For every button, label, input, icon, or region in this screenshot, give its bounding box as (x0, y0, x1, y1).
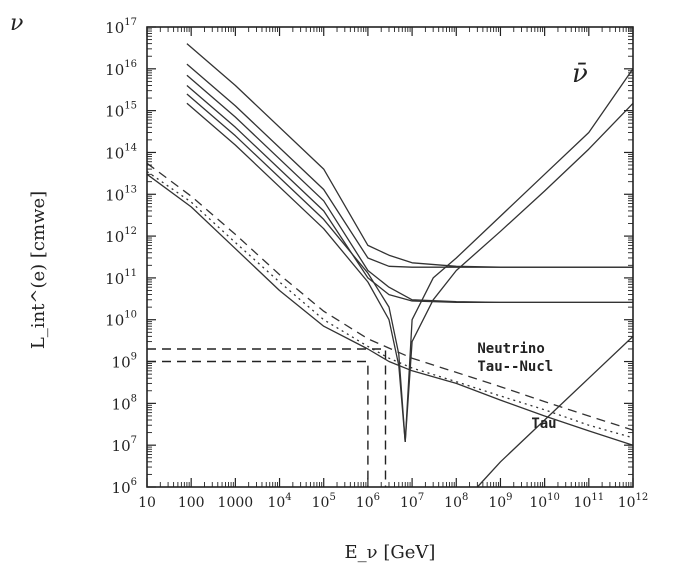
x-tick-label: 100 (178, 495, 205, 511)
series-line-5 (186, 93, 406, 442)
corner-label: ν (10, 11, 23, 36)
series-line-12 (476, 335, 634, 488)
panel-label: ν̄ (572, 59, 588, 89)
series-line-1 (186, 43, 633, 268)
series-line-10 (146, 162, 634, 431)
x-tick-label: 106 (356, 492, 380, 511)
y-tick-label: 1017 (105, 17, 137, 37)
series-line-6 (186, 102, 406, 442)
annotation-label-2: Tau--Nucl (477, 359, 553, 375)
series-line-7 (404, 68, 634, 442)
reference-lines-layer (147, 348, 387, 487)
y-tick-label: 1016 (105, 59, 137, 79)
series-layer (146, 43, 634, 488)
y-tick-label: 108 (112, 393, 137, 413)
x-tick-label: 1012 (618, 492, 649, 511)
y-tick-label: 1013 (105, 184, 137, 204)
series-line-8 (404, 102, 634, 442)
reference-line-1 (147, 360, 369, 487)
y-tick-labels: 106 107 108 109 1010 1011 1012 1013 1014 1015 1016… (105, 17, 137, 497)
x-tick-label: 107 (400, 492, 424, 511)
reference-line-2 (147, 348, 387, 487)
x-tick-label: 1011 (574, 492, 605, 511)
annotations-layer: Neutrino Tau--Nucl Tau (477, 341, 556, 432)
ticks-layer (146, 26, 634, 488)
x-tick-label: 108 (444, 492, 468, 511)
plot-frame (146, 26, 634, 488)
x-tick-label: 104 (267, 492, 291, 511)
y-tick-label: 1014 (105, 142, 137, 162)
x-tick-label: 109 (488, 492, 512, 511)
series-line-3 (186, 74, 633, 304)
y-tick-label: 1011 (105, 268, 137, 288)
x-tick-label: 1000 (218, 495, 254, 511)
y-axis-label: L_int^(e) [cmwe] (28, 191, 49, 349)
x-axis-label: E_ν [GeV] (345, 542, 436, 563)
series-line-2 (186, 63, 633, 268)
series-line-9 (146, 173, 634, 446)
y-tick-label: 1015 (105, 101, 137, 121)
y-tick-label: 1012 (105, 226, 137, 246)
y-tick-label: 109 (112, 352, 137, 372)
annotation-label-3: Tau (531, 416, 556, 432)
y-tick-label: 106 (112, 477, 137, 497)
x-tick-label: 1010 (529, 492, 560, 511)
x-tick-label: 10 (138, 495, 156, 511)
series-line-4 (186, 85, 633, 304)
x-tick-labels: 10 100 1000 104 105 106 107 108 109 1010 1011 1012 (138, 492, 648, 511)
x-tick-label: 105 (312, 492, 336, 511)
annotation-label-1: Neutrino (477, 341, 544, 357)
series-line-11 (146, 170, 634, 439)
y-tick-label: 107 (112, 435, 137, 455)
y-tick-label: 1010 (105, 310, 137, 330)
